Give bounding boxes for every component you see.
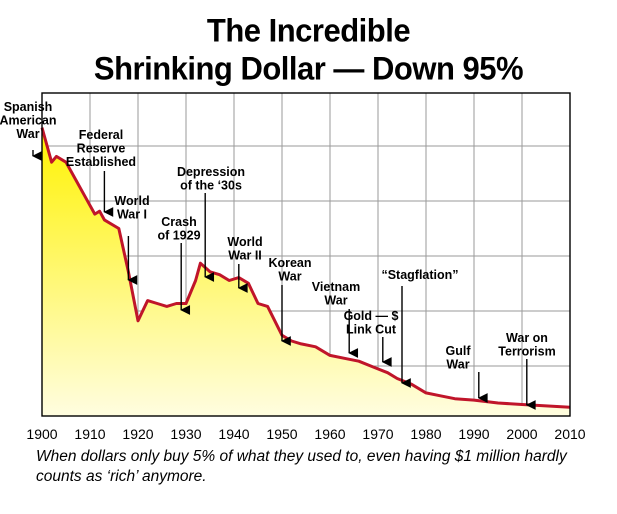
annotation-label: War II	[228, 249, 262, 263]
x-tick-label: 1920	[122, 426, 153, 442]
annotation-label: of 1929	[157, 229, 200, 243]
x-tick-label: 1910	[74, 426, 105, 442]
plot-frame	[41, 92, 571, 417]
x-tick-label: 2010	[554, 426, 585, 442]
chart-title-line-1: The Incredible	[206, 12, 411, 49]
annotation-label: War	[16, 127, 39, 141]
annotation-label: War	[446, 358, 469, 372]
annotation-label: Korean	[268, 256, 311, 270]
annotation: Gold — $Link Cut	[344, 309, 399, 367]
x-tick-label: 1980	[410, 426, 441, 442]
annotation-label: Gold — $	[344, 309, 399, 323]
annotation-label: War	[324, 294, 347, 308]
annotation-label: American	[0, 114, 56, 128]
annotation-label: Crash	[161, 215, 196, 229]
annotation-label: World	[114, 194, 149, 208]
annotation-label: Link Cut	[346, 323, 397, 337]
annotation: “Stagflation”	[381, 268, 459, 388]
annotation-label: Terrorism	[498, 345, 555, 359]
annotation-label: War I	[117, 208, 147, 222]
x-axis-ticks: 1900 1910 1920 1930 1940 1950 1960 1970 1980 1990…	[26, 426, 585, 442]
x-tick-label: 1990	[458, 426, 489, 442]
annotation-label: World	[227, 235, 262, 249]
annotation-label: Vietnam	[312, 280, 360, 294]
annotation-label: Reserve	[77, 142, 126, 156]
annotation-label: War	[278, 270, 301, 284]
annotation-label: Established	[66, 155, 136, 169]
chart-caption: When dollars only buy 5% of what they us…	[36, 448, 567, 485]
annotation-label: Depression	[177, 165, 245, 179]
chart-title-line-2: Shrinking Dollar — Down 95%	[93, 50, 524, 87]
x-tick-label: 1960	[314, 426, 345, 442]
x-tick-label: 1940	[218, 426, 249, 442]
annotation-label: War on	[506, 331, 548, 345]
x-tick-label: 1950	[266, 426, 297, 442]
annotation-label: Gulf	[446, 344, 472, 358]
x-tick-label: 2000	[506, 426, 537, 442]
value-area-fill	[42, 127, 570, 416]
annotation-label: “Stagflation”	[381, 268, 458, 282]
annotation-label: of the ‘30s	[180, 179, 242, 193]
annotation-label: Spanish	[4, 100, 53, 114]
x-tick-label: 1930	[170, 426, 201, 442]
x-tick-label: 1900	[26, 426, 57, 442]
plot-border	[41, 92, 571, 417]
annotation-label: Federal	[79, 128, 123, 142]
x-tick-label: 1970	[362, 426, 393, 442]
